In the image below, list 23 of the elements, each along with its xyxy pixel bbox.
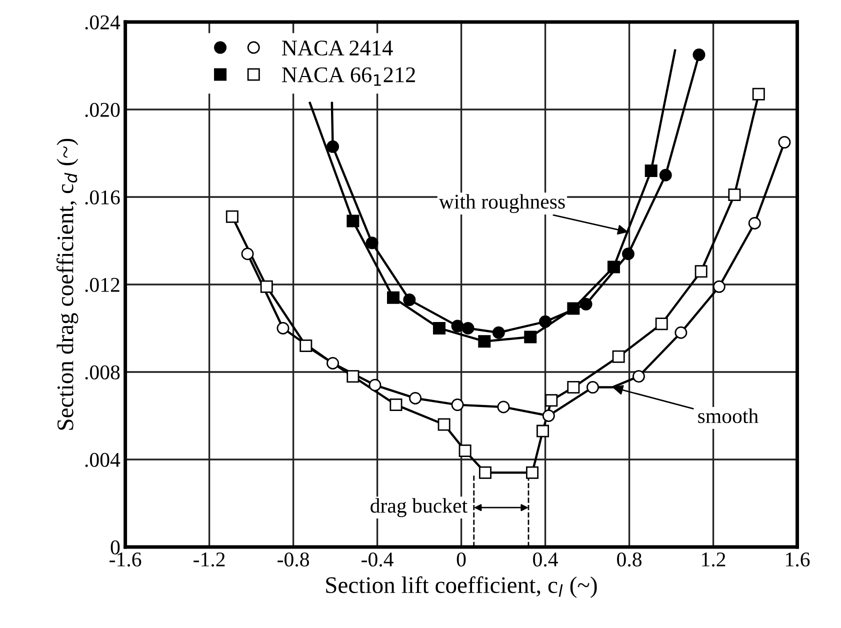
y-axis-title: Section drag coefficient, c$_{d}$ (~) xyxy=(56,138,78,430)
x-tick-label: 1.2 xyxy=(702,552,726,567)
y-tick-label: .008 xyxy=(85,365,120,380)
x-tick-label: -0.8 xyxy=(278,552,309,567)
x-tick-label: -1.6 xyxy=(110,552,142,567)
y-tick-label: .012 xyxy=(85,278,120,292)
y-tick-label: .024 xyxy=(85,15,120,30)
y-tick-label: .020 xyxy=(85,102,120,118)
legend-label: NACA 66$_{1}$212 xyxy=(282,67,415,86)
x-tick-label: 0 xyxy=(456,552,466,567)
y-tick-label: .016 xyxy=(85,190,120,205)
x-tick-label: 0.4 xyxy=(533,552,558,567)
x-axis-title: Section lift coefficient, c$_{l}$ (~) xyxy=(326,576,597,598)
y-tick-label: .004 xyxy=(85,452,120,468)
x-tick-label: 1.6 xyxy=(786,552,810,567)
x-tick-label: -1.2 xyxy=(194,552,225,567)
annotation: with roughness xyxy=(438,194,565,214)
annotation: smooth xyxy=(698,408,758,424)
legend-label: NACA 2414 xyxy=(282,40,393,56)
x-tick-label: -0.4 xyxy=(362,552,394,567)
x-tick-label: 0.8 xyxy=(617,552,642,567)
y-tick-label: 0 xyxy=(110,540,120,554)
annotation: drag bucket xyxy=(370,498,468,518)
